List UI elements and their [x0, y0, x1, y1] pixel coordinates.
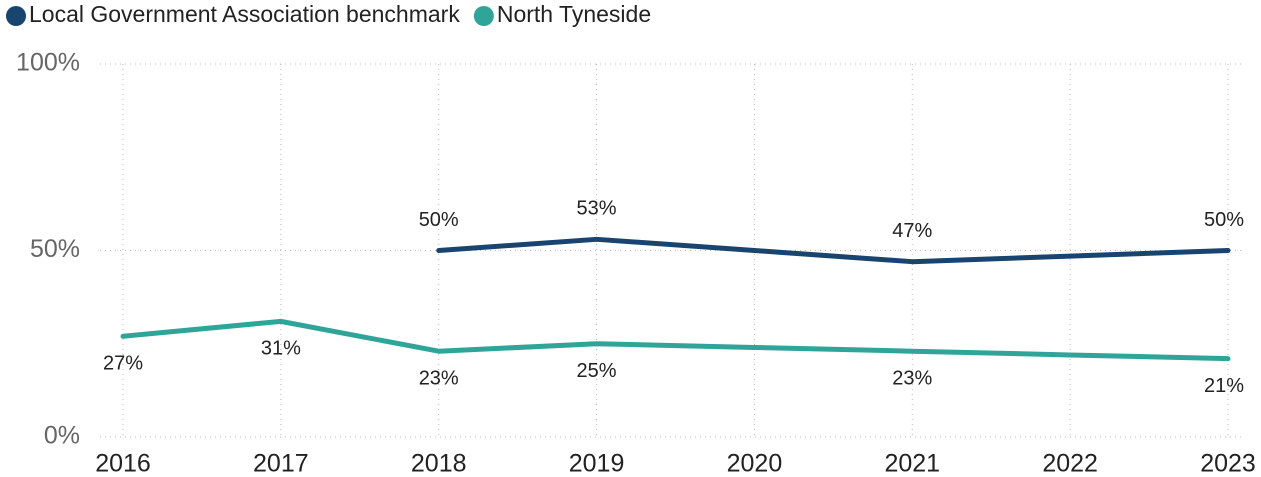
line — [436, 236, 1231, 265]
data-label: 21% — [1204, 375, 1244, 397]
x-tick-label: 2020 — [727, 450, 783, 477]
legend-label: Local Government Association benchmark — [29, 1, 460, 27]
x-tick-label: 2016 — [95, 450, 151, 477]
legend-marker — [6, 6, 26, 26]
data-label: 27% — [103, 353, 143, 375]
data-label: 23% — [419, 367, 459, 389]
y-tick-label: 50% — [30, 235, 80, 263]
data-label: 25% — [577, 360, 617, 382]
x-tick-label: 2022 — [1042, 450, 1098, 477]
data-label: 50% — [419, 209, 459, 231]
data-label: 31% — [261, 338, 301, 360]
x-tick-label: 2021 — [884, 450, 940, 477]
x-tick-label: 2019 — [569, 450, 625, 477]
data-label: 53% — [577, 198, 617, 220]
data-label: 23% — [892, 367, 932, 389]
y-tick-label: 0% — [44, 422, 80, 450]
legend-marker — [473, 6, 494, 26]
x-tick-label: 2018 — [411, 450, 467, 477]
data-label: 47% — [892, 220, 932, 242]
x-tick-label: 2017 — [253, 450, 309, 477]
line — [120, 318, 1231, 362]
x-tick-label: 2023 — [1200, 450, 1256, 477]
y-tick-label: 100% — [16, 49, 80, 77]
data-label: 50% — [1204, 209, 1244, 231]
legend-label: North Tyneside — [497, 1, 651, 27]
